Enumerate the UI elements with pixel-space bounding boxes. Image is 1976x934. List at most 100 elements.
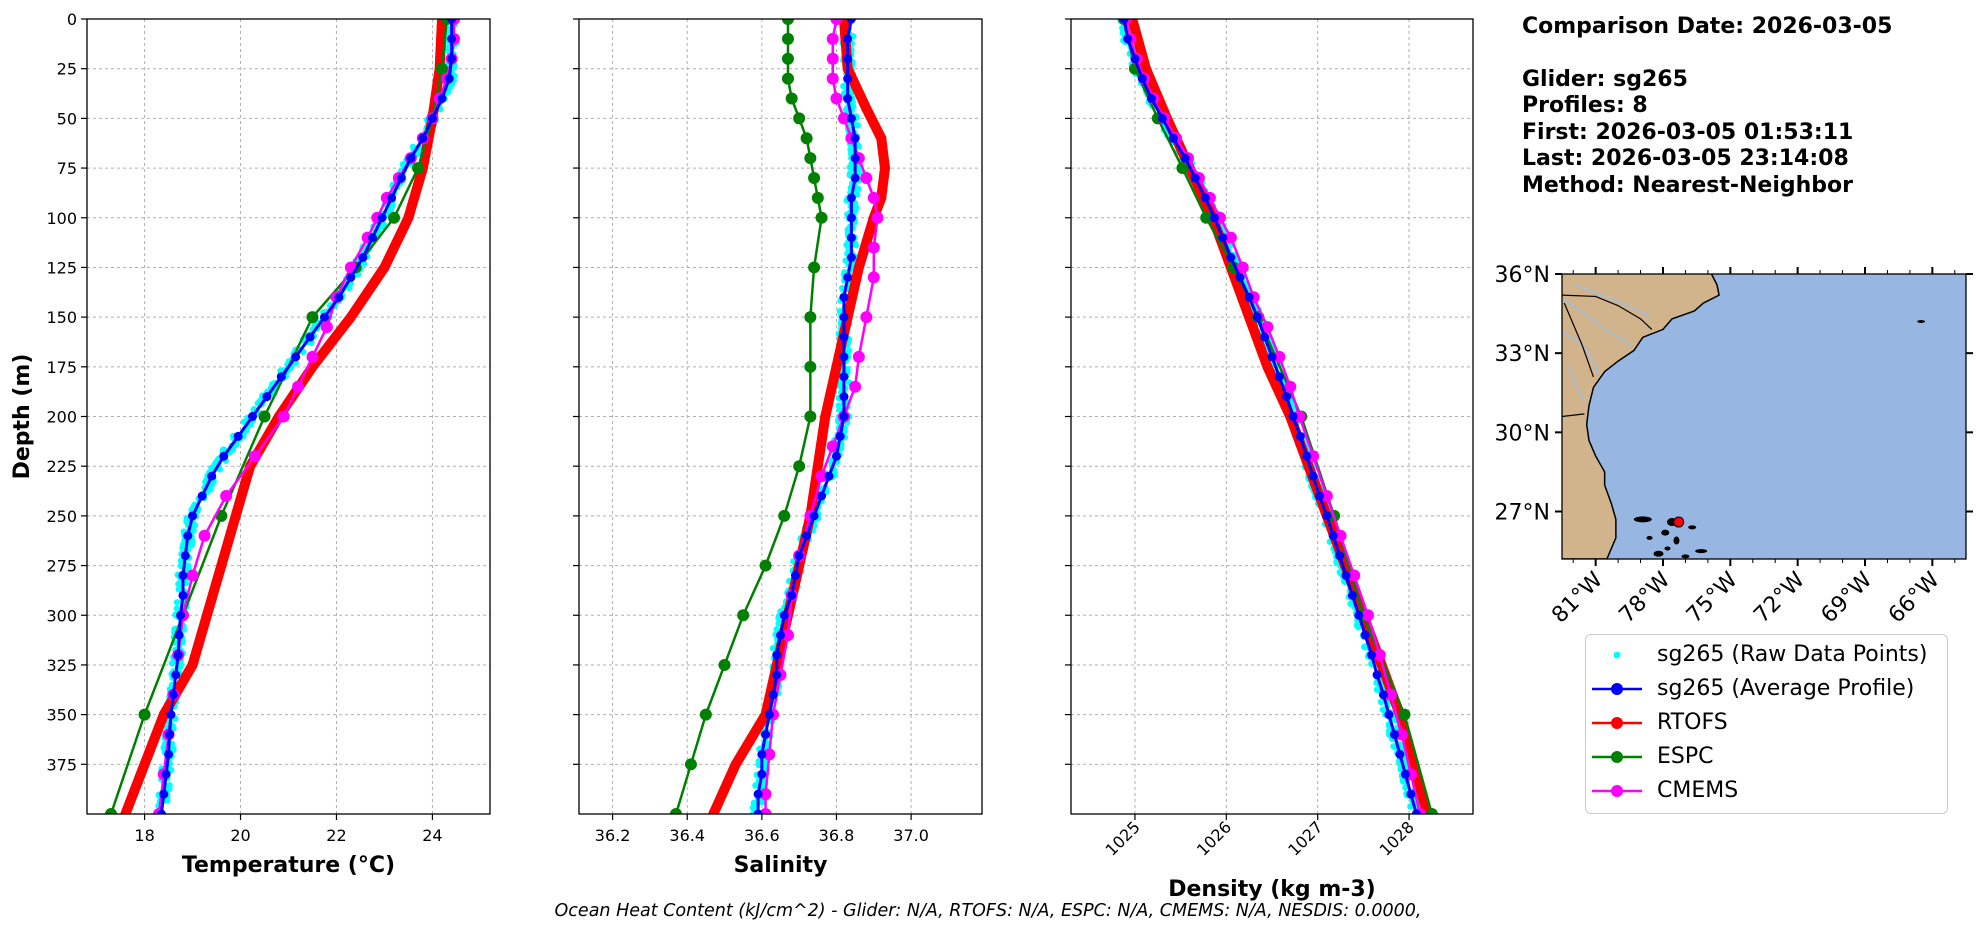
map-area <box>1562 274 1966 559</box>
glider-average-marker <box>839 312 849 322</box>
espc-marker <box>138 708 151 721</box>
cmems-marker <box>1284 380 1297 393</box>
glider-average-marker <box>1354 610 1364 620</box>
map-island <box>1661 529 1670 536</box>
map-island <box>1633 516 1652 523</box>
espc-marker <box>781 32 794 45</box>
temperature-plot-area <box>104 19 461 814</box>
glider-average-marker <box>839 352 849 362</box>
raw-data-point <box>380 221 388 228</box>
glider-average-marker <box>1360 630 1370 640</box>
espc-marker <box>759 559 772 572</box>
map-lon-label: 75°W <box>1682 567 1743 628</box>
map-land-us <box>1562 274 1720 559</box>
glider-average-marker <box>1190 173 1200 183</box>
espc-marker <box>737 609 750 622</box>
espc-marker <box>718 658 731 671</box>
glider-average-marker <box>1295 431 1305 441</box>
x-tick-label: 36.2 <box>595 826 631 845</box>
glider-average-marker <box>809 511 819 521</box>
temperature-x-label: Temperature (°C) <box>182 853 395 878</box>
glider-average-marker <box>772 650 782 660</box>
glider-average-marker <box>843 272 853 282</box>
cmems-marker <box>1261 321 1274 334</box>
espc-marker <box>800 132 813 145</box>
rtofs-marker <box>230 510 241 521</box>
map-lat-label: 36°N <box>1495 263 1550 288</box>
glider-average-marker <box>262 392 272 402</box>
map-lat-label: 33°N <box>1495 342 1550 367</box>
map-lon-label: 66°W <box>1884 567 1945 628</box>
espc-marker <box>811 191 824 204</box>
raw-data-point <box>173 605 181 612</box>
x-tick-label: 1025 <box>1102 817 1144 859</box>
espc-marker <box>258 410 271 423</box>
glider-average-marker <box>1389 730 1399 739</box>
y-tick-label: 25 <box>57 60 77 79</box>
raw-data-point <box>847 146 854 153</box>
glider-average-marker <box>757 749 767 759</box>
cmems-marker <box>1236 261 1249 274</box>
espc-marker <box>699 708 712 721</box>
glider-average-marker <box>843 54 853 64</box>
legend-swatch-raw <box>1613 651 1621 659</box>
glider-average-marker <box>839 372 849 382</box>
rtofs-marker <box>379 262 390 273</box>
glider-average-marker <box>197 491 207 501</box>
rtofs-marker <box>139 759 150 770</box>
glider-average-marker <box>1267 352 1277 362</box>
glider-average-marker <box>839 332 849 342</box>
espc-marker <box>804 311 817 324</box>
cmems-marker <box>759 788 772 801</box>
raw-data-point <box>387 206 395 213</box>
glider-average-marker <box>1146 94 1156 103</box>
glider-average-marker <box>772 670 782 680</box>
glider-average-marker <box>768 690 778 700</box>
glider-average-marker <box>787 590 797 600</box>
glider-average-marker <box>377 213 387 223</box>
cmems-marker <box>1320 490 1333 502</box>
cmems-marker <box>860 311 873 324</box>
y-tick-label: 250 <box>46 507 77 526</box>
rtofs-marker <box>812 461 823 472</box>
glider-average-marker <box>790 571 800 580</box>
legend-swatch-rtofs <box>1592 717 1642 729</box>
raw-data-point <box>1336 569 1343 576</box>
rtofs-marker <box>820 411 831 422</box>
glider-average-marker <box>418 133 428 143</box>
cmems-line <box>1124 19 1422 814</box>
cmems-marker <box>815 470 828 483</box>
rtofs-marker <box>245 461 256 472</box>
glider-average-marker <box>166 710 176 720</box>
y-tick-label: 200 <box>46 408 77 427</box>
raw-data-point <box>206 486 214 493</box>
x-tick-label: 18 <box>134 826 154 845</box>
map-lat-label: 30°N <box>1495 421 1550 446</box>
cmems-marker <box>826 440 839 453</box>
cmems-marker <box>1273 350 1286 363</box>
cmems-line <box>764 19 879 814</box>
cmems-marker <box>867 271 880 284</box>
espc-marker <box>1398 708 1411 721</box>
glider-average-marker <box>447 54 457 64</box>
y-axis-label: Depth (m) <box>10 354 35 480</box>
espc-marker <box>412 162 425 175</box>
raw-data-point <box>1402 784 1409 791</box>
map-island <box>1917 320 1926 323</box>
glider-average-marker <box>1200 193 1210 203</box>
glider-average-marker <box>753 789 763 799</box>
glider-average-marker <box>846 233 856 243</box>
glider-average-marker <box>779 610 789 620</box>
glider-average-marker <box>843 94 853 103</box>
cmems-marker <box>248 450 261 463</box>
cmems-marker <box>1307 450 1320 463</box>
raw-data-point <box>1347 600 1354 608</box>
raw-data-point <box>846 164 854 171</box>
x-tick-label: 37.0 <box>893 826 929 845</box>
glider-average-marker <box>233 431 243 441</box>
glider-average-marker <box>183 531 193 541</box>
raw-data-point <box>846 170 854 177</box>
map-lon-label: 81°W <box>1547 567 1608 628</box>
